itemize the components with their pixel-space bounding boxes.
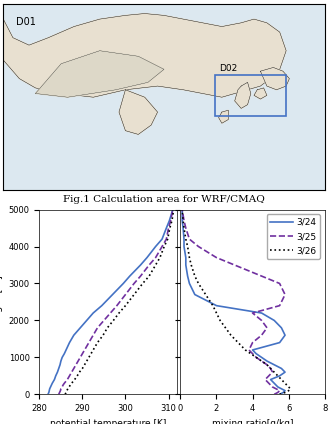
Polygon shape: [254, 88, 267, 99]
Bar: [215, 75, 286, 116]
Polygon shape: [260, 67, 289, 90]
Polygon shape: [119, 90, 157, 134]
Polygon shape: [3, 4, 325, 190]
Polygon shape: [219, 110, 228, 123]
Text: D01: D01: [16, 17, 36, 27]
Y-axis label: Height [m]: Height [m]: [0, 276, 3, 328]
X-axis label: potential temperature [K]: potential temperature [K]: [50, 418, 166, 424]
Text: Fig.1 Calculation area for WRF/CMAQ: Fig.1 Calculation area for WRF/CMAQ: [63, 195, 265, 204]
Polygon shape: [3, 14, 286, 97]
X-axis label: mixing ratio[g/kg]: mixing ratio[g/kg]: [212, 418, 293, 424]
Legend: 3/24, 3/25, 3/26: 3/24, 3/25, 3/26: [267, 214, 320, 259]
Text: D02: D02: [219, 64, 237, 73]
Polygon shape: [235, 82, 251, 109]
Polygon shape: [35, 51, 164, 97]
